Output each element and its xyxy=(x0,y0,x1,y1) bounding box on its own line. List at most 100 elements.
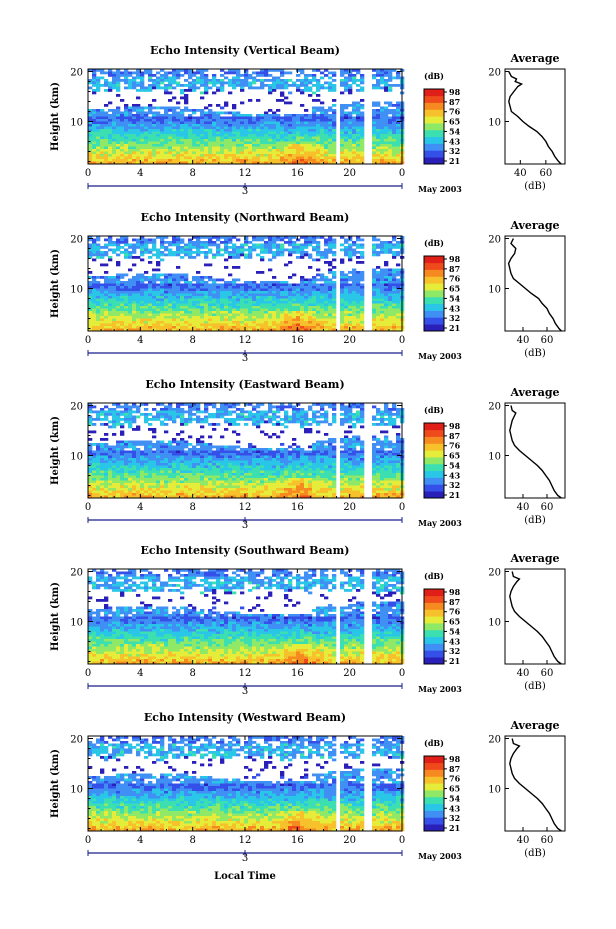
heatmap-cell xyxy=(168,326,173,329)
heatmap-cell xyxy=(204,253,209,257)
heatmap-cell xyxy=(320,111,325,115)
heatmap-cell xyxy=(296,86,301,90)
heatmap-cell xyxy=(220,286,225,289)
heatmap-cell xyxy=(192,288,197,292)
heatmap-cell xyxy=(108,121,113,125)
heatmap-cell xyxy=(116,443,121,446)
heatmap-cell xyxy=(212,84,217,87)
heatmap-cell xyxy=(340,301,345,304)
heatmap-cell xyxy=(216,328,221,332)
heatmap-cell xyxy=(168,81,173,85)
heatmap-cell xyxy=(328,278,333,282)
heatmap-cell xyxy=(228,303,233,307)
heatmap-cell xyxy=(252,313,257,317)
heatmap-cell xyxy=(380,111,385,115)
heatmap-cell xyxy=(120,418,125,421)
heatmap-cell xyxy=(240,313,245,317)
heatmap-cell xyxy=(200,126,205,130)
heatmap-cell xyxy=(204,154,209,157)
heatmap-cell xyxy=(252,86,257,90)
heatmap-cell xyxy=(272,251,277,254)
heatmap-cell xyxy=(88,495,93,499)
heatmap-cell xyxy=(92,311,97,314)
heatmap-cell xyxy=(96,124,101,127)
heatmap-cell xyxy=(188,154,193,157)
heatmap-cell xyxy=(96,154,101,157)
heatmap-cell xyxy=(284,114,289,117)
heatmap-cell xyxy=(204,286,209,289)
heatmap-cell xyxy=(236,308,241,312)
heatmap-cell xyxy=(344,131,349,135)
heatmap-cell xyxy=(160,298,165,302)
heatmap-cell xyxy=(324,69,329,72)
heatmap-cell xyxy=(144,291,149,294)
heatmap-cell xyxy=(92,308,97,312)
heatmap-cell xyxy=(268,159,273,162)
heatmap-cell xyxy=(164,313,169,317)
heatmap-cell xyxy=(392,121,397,125)
heatmap-cell xyxy=(148,326,153,329)
heatmap-cell xyxy=(200,243,205,247)
heatmap-cell xyxy=(204,144,209,147)
heatmap-cell xyxy=(340,151,345,155)
heatmap-cell xyxy=(100,485,105,489)
heatmap-cell xyxy=(248,301,253,304)
heatmap-cell xyxy=(348,286,353,289)
heatmap-cell xyxy=(204,241,209,244)
heatmap-cell xyxy=(188,308,193,312)
heatmap-cell xyxy=(212,141,217,145)
heatmap-cell xyxy=(352,311,357,314)
heatmap-cell xyxy=(348,258,353,262)
heatmap-cell xyxy=(380,271,385,274)
heatmap-cell xyxy=(136,256,141,259)
heatmap-cell xyxy=(212,323,217,327)
heatmap-cell xyxy=(328,151,333,155)
heatmap-cell xyxy=(164,326,169,329)
heatmap-cell xyxy=(220,161,225,165)
heatmap-cell xyxy=(220,74,225,77)
heatmap-cell xyxy=(380,298,385,302)
heatmap-cell xyxy=(104,71,109,75)
heatmap-cell xyxy=(148,450,153,454)
heatmap-cell xyxy=(244,81,249,85)
heatmap-cell xyxy=(144,146,149,150)
heatmap-cell xyxy=(352,119,357,122)
heatmap-cell xyxy=(284,81,289,85)
heatmap-cell xyxy=(156,268,161,272)
heatmap-cell xyxy=(168,126,173,130)
heatmap-cell xyxy=(196,151,201,155)
heatmap-cell xyxy=(176,251,181,254)
heatmap-cell xyxy=(384,241,389,244)
heatmap-cell xyxy=(240,303,245,307)
heatmap-cell xyxy=(288,129,293,132)
heatmap-cell xyxy=(372,146,377,150)
heatmap-cell xyxy=(120,475,125,479)
heatmap-cell xyxy=(196,291,201,294)
heatmap-cell xyxy=(268,84,273,87)
heatmap-cell xyxy=(124,149,129,152)
heatmap-cell xyxy=(292,119,297,122)
heatmap-cell xyxy=(176,101,181,105)
heatmap-cell xyxy=(124,321,129,324)
heatmap-cell xyxy=(200,298,205,302)
heatmap-cell xyxy=(188,76,193,80)
heatmap-cell xyxy=(244,129,249,132)
heatmap-cell xyxy=(292,134,297,137)
heatmap-cell xyxy=(248,154,253,157)
heatmap-cell xyxy=(264,308,269,312)
heatmap-cell xyxy=(388,111,393,115)
heatmap-cell xyxy=(144,296,149,299)
heatmap-cell xyxy=(308,321,313,324)
heatmap-cell xyxy=(380,131,385,135)
heatmap-cell xyxy=(108,468,113,471)
heatmap-cell xyxy=(312,316,317,319)
heatmap-cell xyxy=(100,308,105,312)
heatmap-cell xyxy=(96,126,101,130)
heatmap-cell xyxy=(380,71,385,75)
heatmap-cell xyxy=(352,69,357,72)
heatmap-cell xyxy=(392,311,397,314)
heatmap-cell xyxy=(116,458,121,461)
heatmap-cell xyxy=(264,283,269,287)
heatmap-cell xyxy=(376,273,381,277)
heatmap-cell xyxy=(332,131,337,135)
